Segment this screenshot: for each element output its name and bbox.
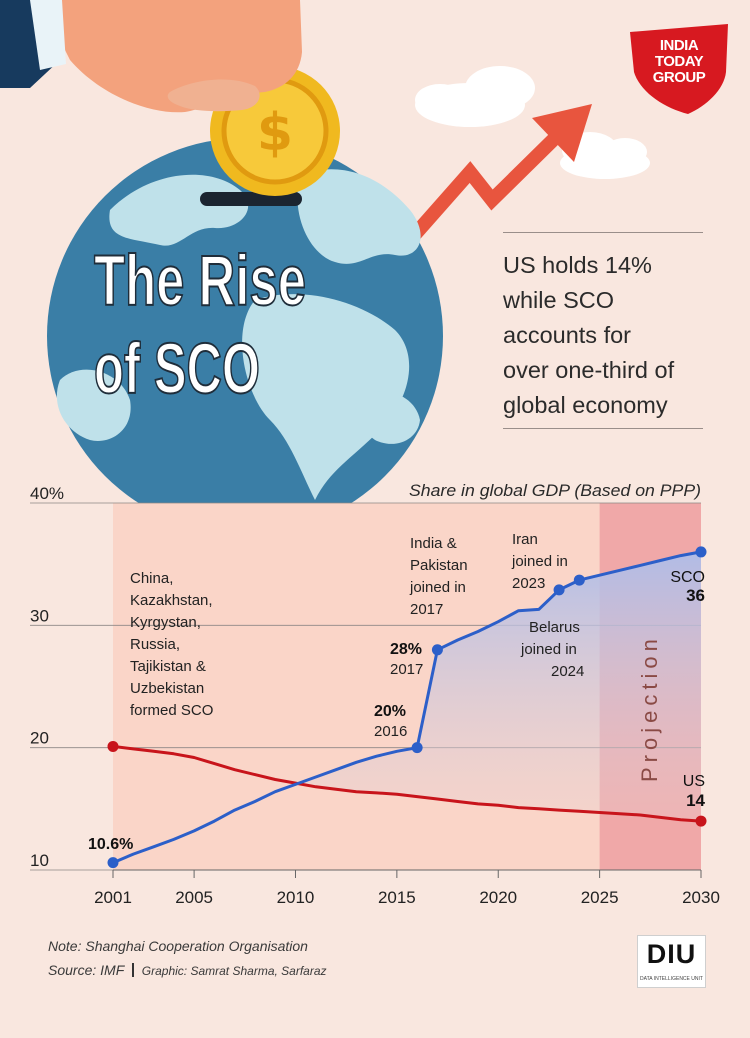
sco-data-point — [411, 742, 423, 754]
data-label-value: 10.6% — [88, 836, 133, 853]
data-label-year: 2016 — [374, 723, 407, 740]
hero-title-line1: The Rise — [94, 242, 306, 321]
logo-line2: TODAY — [654, 53, 704, 70]
headline-bottom-rule — [503, 428, 703, 429]
projection-label: Projection — [637, 634, 662, 782]
hand-icon — [0, 0, 302, 113]
sco-data-point — [107, 857, 119, 869]
diu-logo-subtext: DATA INTELLIGENCE UNIT — [640, 976, 703, 982]
headline-line: accounts for — [503, 322, 632, 348]
rising-arrow-icon — [404, 104, 592, 245]
headline-top-rule — [503, 232, 703, 233]
logo-line1: INDIA — [659, 37, 699, 54]
diu-logo-text: DIU — [646, 939, 697, 969]
globe-icon — [47, 138, 443, 534]
sco-area-fill — [113, 551, 701, 863]
footer-divider — [131, 963, 134, 977]
headline: US holds 14% while SCO accounts for over… — [503, 248, 733, 423]
annotation-line: formed SCO — [130, 702, 213, 719]
cloud-icon — [415, 66, 535, 127]
sco-data-point — [695, 546, 707, 558]
footer-source-line: Source: IMF Graphic: Samrat Sharma, Sarf… — [48, 962, 327, 978]
data-label-year: 2017 — [390, 661, 423, 678]
annotation-line: Belarus — [529, 619, 580, 636]
logo-shield-icon — [630, 24, 728, 114]
sco-data-point — [431, 644, 443, 656]
annotation-line: 2017 — [410, 601, 443, 618]
annotation-line: Russia, — [130, 636, 180, 653]
headline-line: while SCO — [503, 287, 615, 313]
us-series-line — [112, 744, 702, 823]
us-series-name: US — [683, 773, 705, 790]
x-tick-label: 2001 — [94, 888, 132, 907]
x-tick-label: 2030 — [682, 888, 720, 907]
us-data-point — [107, 740, 119, 752]
annotation-india-pakistan: India & Pakistan joined in 2017 — [409, 535, 468, 618]
annotation-line: 2023 — [512, 575, 545, 592]
annotation-line: India & — [410, 535, 457, 552]
annotation-iran: Iran joined in 2023 — [511, 531, 568, 592]
annotation-belarus: Belarus joined in 2024 — [520, 619, 584, 680]
x-tick-label: 2020 — [479, 888, 517, 907]
headline-line: global economy — [503, 392, 668, 418]
y-tick-label: 30 — [30, 606, 49, 625]
sco-end-value: 36 — [686, 586, 705, 605]
annotation-line: joined in — [520, 641, 577, 658]
y-tick-label: 20 — [30, 729, 49, 748]
us-data-point — [695, 815, 707, 827]
annotation-line: Tajikistan & — [130, 658, 206, 675]
us-end-value: 14 — [686, 791, 705, 810]
headline-line: over one-third of — [503, 357, 675, 383]
y-axis-ticks: 10 20 30 40% — [30, 484, 64, 870]
annotation-line: Pakistan — [410, 557, 468, 574]
chart-title: Share in global GDP (Based on PPP) — [409, 482, 701, 500]
x-tick-label: 2025 — [581, 888, 619, 907]
india-today-logo: INDIA TODAY GROUP — [626, 20, 732, 116]
annotation-sco-founded: China, Kazakhstan, Kyrgystan, Russia, Ta… — [130, 570, 213, 719]
sco-data-point — [553, 584, 565, 596]
annotation-line: Kazakhstan, — [130, 592, 213, 609]
annotation-line: Uzbekistan — [130, 680, 204, 697]
data-markers — [107, 546, 707, 869]
data-label-value: 20% — [374, 703, 406, 720]
sco-series-name: SCO — [670, 569, 705, 586]
logo-line3: GROUP — [652, 69, 706, 86]
footer-graphic: Graphic: Samrat Sharma, Sarfaraz — [141, 964, 327, 978]
x-axis-ticks: 2001 2005 2010 2015 2020 2025 2030 — [94, 869, 720, 907]
headline-line: US holds 14% — [503, 252, 652, 278]
hero-illustration: $ The Rise of SCO — [0, 0, 650, 534]
footer-source: Source: IMF — [48, 962, 124, 978]
sco-series-line — [112, 550, 702, 865]
y-tick-label: 10 — [30, 851, 49, 870]
annotation-line: Kyrgystan, — [130, 614, 201, 631]
footer-note: Note: Shanghai Cooperation Organisation — [48, 938, 308, 954]
annotation-line: China, — [130, 570, 173, 587]
x-tick-label: 2010 — [277, 888, 315, 907]
annotation-line: joined in — [409, 579, 466, 596]
diu-logo: DIU DATA INTELLIGENCE UNIT — [637, 935, 706, 988]
cloud-icon — [560, 132, 650, 179]
coin-symbol: $ — [257, 103, 293, 163]
data-label-value: 28% — [390, 641, 422, 658]
annotation-line: Iran — [512, 531, 538, 548]
annotation-line: 2024 — [551, 663, 584, 680]
annotation-line: joined in — [511, 553, 568, 570]
hero-title-line2: of SCO — [94, 330, 260, 409]
y-tick-label: 40% — [30, 484, 64, 503]
x-tick-label: 2015 — [378, 888, 416, 907]
x-tick-label: 2005 — [175, 888, 213, 907]
sco-data-point — [573, 574, 585, 586]
